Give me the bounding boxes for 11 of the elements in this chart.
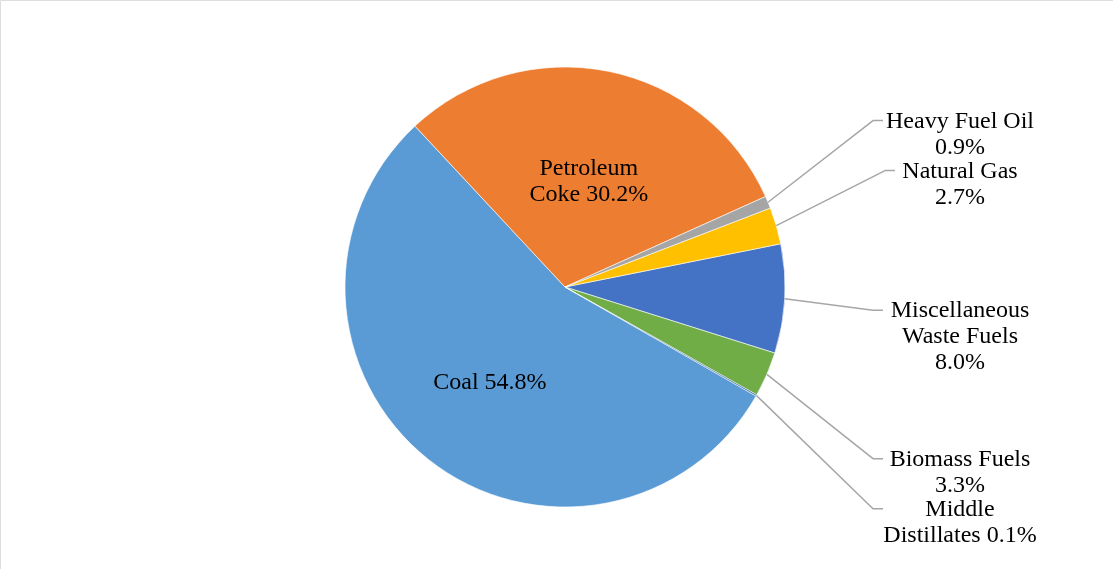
slice-label: Natural Gas (902, 156, 1018, 183)
slice-label: Petroleum Coke 30.2% (529, 154, 649, 207)
slice-label: Heavy Fuel Oil (886, 106, 1035, 133)
data-label: 0.9% (935, 132, 985, 159)
slice-label: Coal 54.8% (433, 367, 547, 394)
slice-label: Biomass Fuels (889, 444, 1031, 471)
slice-label: Middle Distillates 0.1% (883, 494, 1037, 547)
data-label: 2.7% (935, 182, 985, 209)
data-label: 8.0% (935, 348, 985, 375)
data-label: 3.3% (935, 470, 985, 497)
slice-label: Miscellaneous Waste Fuels (890, 296, 1030, 349)
